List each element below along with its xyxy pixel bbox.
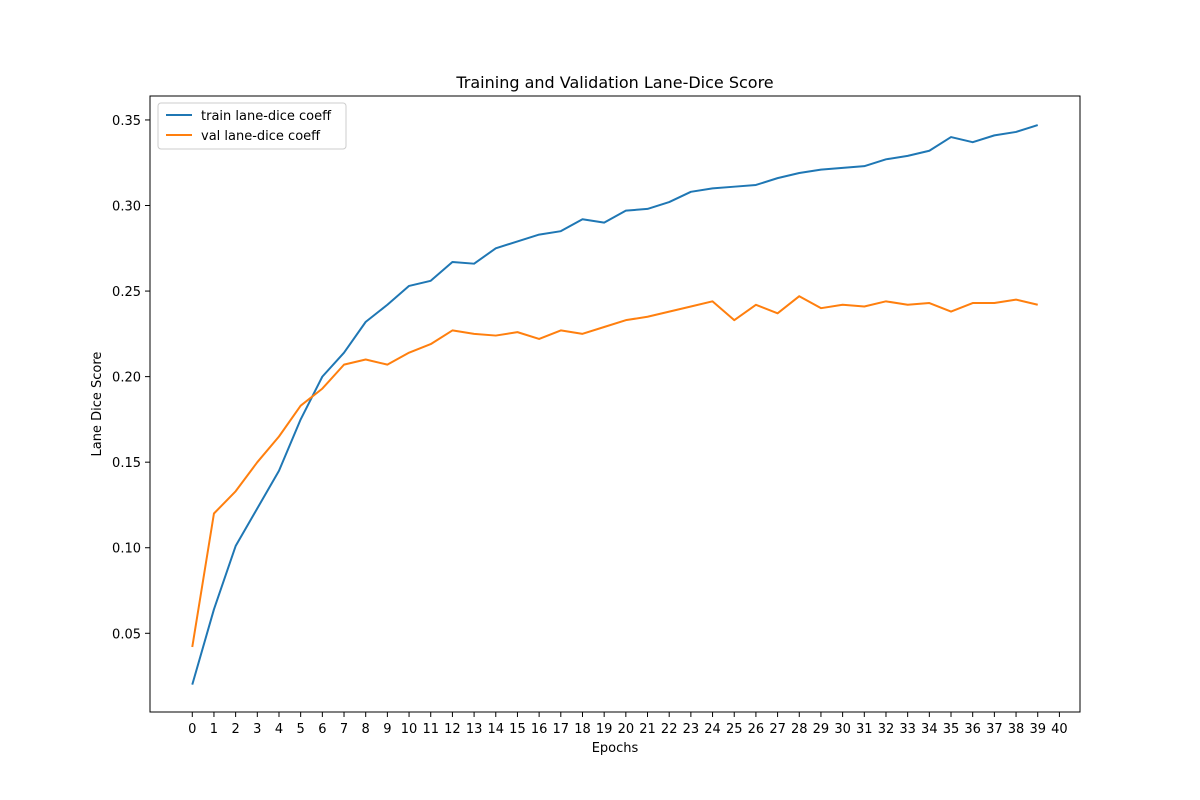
x-tick-label: 30 bbox=[834, 722, 851, 737]
series-layer bbox=[191, 124, 1039, 685]
y-tick-label: 0.25 bbox=[112, 285, 141, 300]
x-tick-label: 34 bbox=[921, 722, 938, 737]
y-tick-label: 0.05 bbox=[112, 627, 141, 642]
y-tick-label: 0.20 bbox=[112, 371, 141, 386]
x-tick-label: 35 bbox=[943, 722, 960, 737]
x-tick-label: 9 bbox=[383, 722, 391, 737]
x-tick-label: 6 bbox=[318, 722, 326, 737]
x-tick-label: 31 bbox=[856, 722, 873, 737]
x-tick-label: 24 bbox=[704, 722, 721, 737]
x-tick-label: 40 bbox=[1051, 722, 1068, 737]
legend-label-val: val lane-dice coeff bbox=[201, 129, 321, 144]
chart-title: Training and Validation Lane-Dice Score bbox=[455, 73, 773, 92]
x-tick-label: 29 bbox=[813, 722, 830, 737]
x-tick-label: 28 bbox=[791, 722, 808, 737]
x-tick-label: 36 bbox=[964, 722, 981, 737]
legend-box bbox=[157, 102, 347, 150]
x-tick-label: 39 bbox=[1029, 722, 1046, 737]
y-axis-ticks: 0.05 0.10 0.15 0.20 0.25 0.30 0.35 bbox=[112, 114, 150, 642]
legend: train lane-dice coeff val lane-dice coef… bbox=[157, 102, 347, 150]
x-tick-label: 33 bbox=[899, 722, 916, 737]
x-tick-label: 2 bbox=[231, 722, 239, 737]
x-tick-label: 19 bbox=[596, 722, 613, 737]
x-tick-label: 1 bbox=[210, 722, 218, 737]
x-tick-label: 3 bbox=[253, 722, 261, 737]
y-tick-label: 0.35 bbox=[112, 114, 141, 129]
series-line-train bbox=[191, 124, 1039, 685]
x-tick-label: 16 bbox=[531, 722, 548, 737]
x-tick-label: 4 bbox=[275, 722, 283, 737]
plot-frame bbox=[149, 95, 1081, 713]
x-tick-label: 17 bbox=[553, 722, 570, 737]
x-tick-label: 12 bbox=[444, 722, 461, 737]
x-tick-label: 13 bbox=[466, 722, 483, 737]
legend-label-train: train lane-dice coeff bbox=[201, 109, 332, 124]
x-tick-label: 20 bbox=[618, 722, 635, 737]
x-tick-label: 8 bbox=[362, 722, 370, 737]
x-tick-label: 22 bbox=[661, 722, 678, 737]
x-tick-label: 14 bbox=[487, 722, 504, 737]
y-tick-label: 0.10 bbox=[112, 542, 141, 557]
x-tick-label: 15 bbox=[509, 722, 526, 737]
y-tick-label: 0.30 bbox=[112, 200, 141, 215]
x-tick-label: 11 bbox=[422, 722, 439, 737]
x-tick-label: 27 bbox=[769, 722, 786, 737]
x-tick-label: 23 bbox=[683, 722, 700, 737]
x-tick-label: 10 bbox=[401, 722, 418, 737]
x-tick-label: 0 bbox=[188, 722, 196, 737]
y-axis-label: Lane Dice Score bbox=[90, 352, 105, 457]
x-tick-label: 21 bbox=[639, 722, 656, 737]
x-tick-label: 5 bbox=[297, 722, 305, 737]
x-tick-label: 26 bbox=[748, 722, 765, 737]
x-tick-label: 32 bbox=[878, 722, 895, 737]
x-axis-ticks: 0 1 2 3 4 5 6 7 8 9 10 11 12 13 14 15 16 17 18 19 20 21 22 23 24… bbox=[188, 712, 1068, 737]
x-tick-label: 18 bbox=[574, 722, 591, 737]
x-tick-label: 7 bbox=[340, 722, 348, 737]
x-tick-label: 25 bbox=[726, 722, 743, 737]
x-tick-label: 38 bbox=[1008, 722, 1025, 737]
x-axis-label: Epochs bbox=[592, 741, 639, 756]
series-line-val bbox=[191, 295, 1038, 648]
y-tick-label: 0.15 bbox=[112, 456, 141, 471]
x-tick-label: 37 bbox=[986, 722, 1003, 737]
